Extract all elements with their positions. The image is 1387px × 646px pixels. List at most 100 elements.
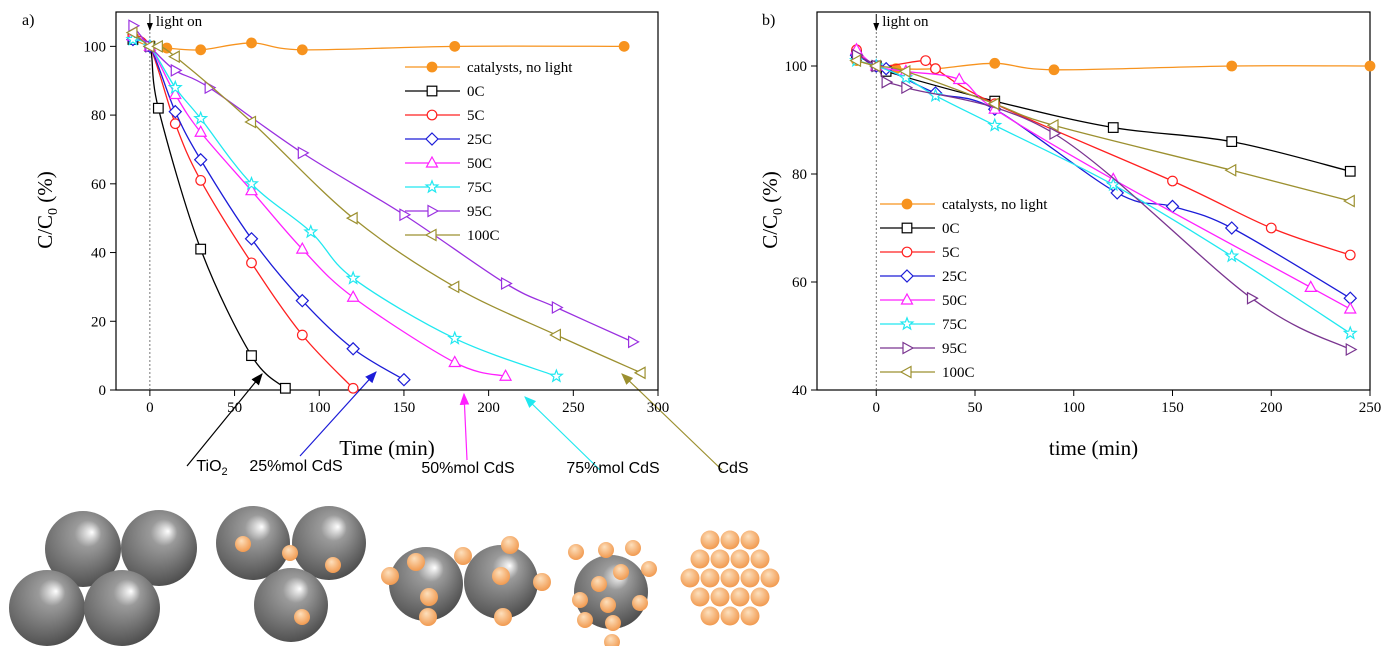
marker <box>1110 186 1125 200</box>
x-tick-label: 250 <box>562 400 585 416</box>
legend-marker <box>901 198 913 210</box>
y-tick-label: 80 <box>792 167 807 183</box>
legend-label: 25C <box>942 269 967 285</box>
marker <box>243 175 260 191</box>
legend-marker <box>424 228 437 242</box>
cds-particle <box>720 568 740 588</box>
marker <box>195 44 207 56</box>
marker <box>447 330 463 345</box>
marker <box>1265 222 1277 234</box>
cds-particle <box>740 530 760 550</box>
series-line <box>856 54 1351 172</box>
sphere <box>292 506 366 580</box>
marker <box>244 115 257 129</box>
x-tick-label: 200 <box>477 400 500 416</box>
legend-marker <box>427 204 440 218</box>
sphere <box>574 555 648 629</box>
marker <box>296 44 308 56</box>
y-tick-label: 100 <box>84 39 107 55</box>
series-line <box>132 38 625 51</box>
cds-particle <box>600 597 616 613</box>
cds-particle <box>419 608 437 626</box>
marker <box>168 50 180 64</box>
label-text: TiO <box>196 458 221 475</box>
legend-label: catalysts, no light <box>467 60 573 76</box>
arrow <box>299 371 377 457</box>
pointer-arrows <box>186 371 723 471</box>
x-axis-title: time (min) <box>1049 436 1138 460</box>
cds-particle <box>700 606 720 626</box>
marker <box>244 231 259 246</box>
marker <box>898 64 911 78</box>
cds-particle <box>750 587 770 607</box>
marker <box>345 270 361 285</box>
cds-particle <box>710 587 730 607</box>
marker <box>246 37 257 49</box>
legend-label: 5C <box>942 245 960 261</box>
x-tick-label: 300 <box>647 400 670 416</box>
cds-particle <box>625 540 641 556</box>
x-tick-label: 100 <box>1063 400 1086 416</box>
annotation: light on <box>882 14 929 30</box>
y-tick-label: 60 <box>91 177 106 193</box>
marker <box>1343 194 1355 208</box>
sphere <box>389 547 463 621</box>
y-title-rest: (%) <box>33 171 57 208</box>
x-tick-label: 0 <box>146 400 154 416</box>
sphere <box>45 511 121 587</box>
marker <box>987 117 1003 132</box>
cds-particle <box>760 568 780 588</box>
marker <box>399 208 412 222</box>
marker <box>204 81 217 95</box>
legend-marker <box>899 316 915 331</box>
y-tick-label: 60 <box>792 275 807 291</box>
marker <box>1107 122 1119 133</box>
legend-marker <box>901 222 913 234</box>
y-tick-label: 100 <box>785 59 808 75</box>
legend-marker <box>424 179 440 194</box>
marker <box>1167 175 1178 187</box>
sphere <box>121 510 197 586</box>
y-tick-label: 0 <box>99 383 107 399</box>
arrow <box>459 392 470 461</box>
cds-particle <box>750 549 770 569</box>
marker <box>881 75 894 89</box>
marker <box>1304 280 1318 292</box>
marker <box>295 241 309 254</box>
cds-particle <box>407 553 425 571</box>
cds-particle <box>604 634 620 646</box>
marker <box>346 341 360 356</box>
x-tick-label: 100 <box>308 400 331 416</box>
marker <box>901 81 914 95</box>
marker <box>920 55 932 66</box>
plot-frame <box>816 11 1371 391</box>
marker <box>1049 126 1062 141</box>
marker <box>347 382 359 394</box>
legend-marker <box>425 155 439 168</box>
legend-marker <box>901 246 913 258</box>
legend-marker <box>902 341 915 355</box>
marker <box>930 63 941 75</box>
marker <box>987 97 1000 111</box>
illustration-labels: TiO2 25%mol CdS 50%mol CdS 75%mol CdS Cd… <box>196 458 748 478</box>
y-axis-title: C/C0 (%) <box>758 171 786 249</box>
sphere <box>84 570 160 646</box>
x-tick-label: 150 <box>1161 400 1184 416</box>
marker <box>869 59 881 73</box>
y-title-sub: 0 <box>771 208 786 215</box>
legend-label: 75C <box>467 180 492 196</box>
marker <box>279 382 291 394</box>
legend-label: 95C <box>942 341 967 357</box>
marker <box>449 40 461 52</box>
legend-label: 0C <box>942 221 960 237</box>
marker <box>549 328 561 342</box>
legend-label: 75C <box>942 317 967 333</box>
legend-marker <box>426 85 438 97</box>
marker <box>246 350 257 362</box>
marker <box>1224 163 1237 177</box>
cds-particle <box>235 536 251 552</box>
marker <box>1246 291 1259 305</box>
marker <box>618 40 630 52</box>
marker <box>989 57 1001 69</box>
